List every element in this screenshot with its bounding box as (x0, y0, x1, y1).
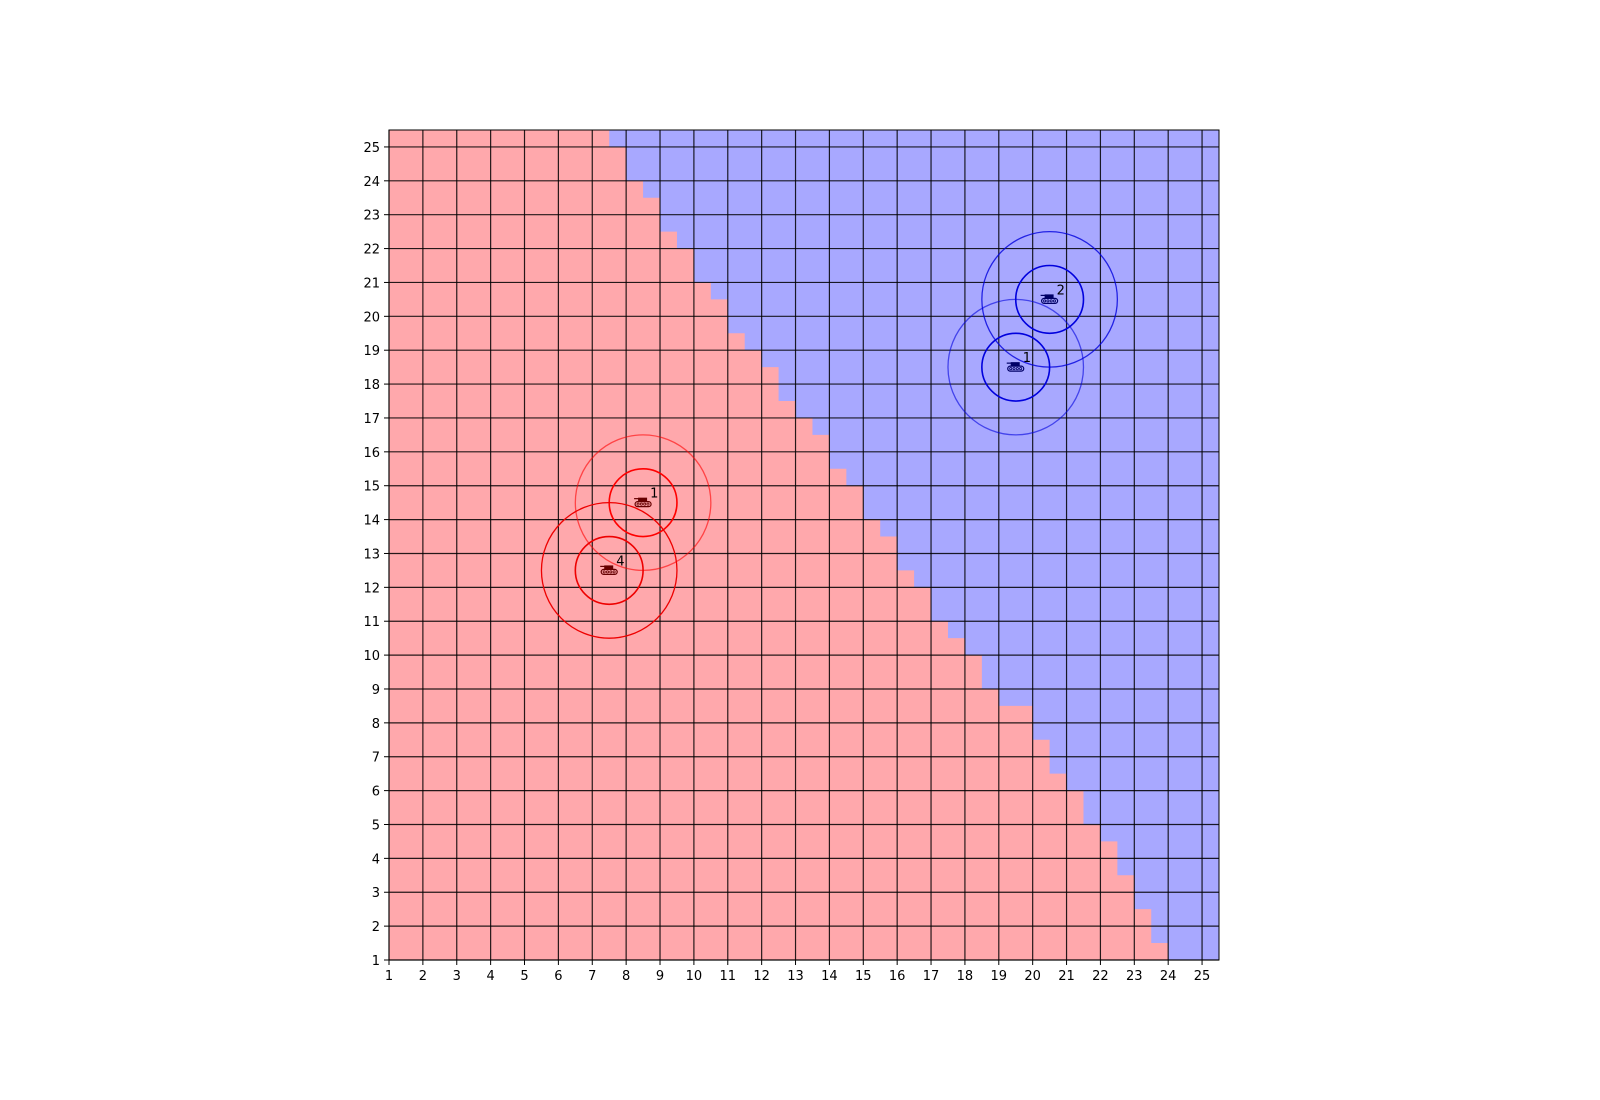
x-tick-label: 8 (622, 969, 630, 984)
x-tick-label: 20 (1024, 969, 1041, 984)
unit-label: 1 (650, 487, 658, 502)
tank-icon (1040, 294, 1059, 304)
x-tick-label: 7 (588, 969, 596, 984)
grid-lines (388, 129, 1220, 961)
tank-wheel (1043, 299, 1047, 303)
tank-wheel (646, 502, 650, 506)
y-tick-label: 14 (363, 514, 380, 529)
y-tick-label: 11 (363, 615, 380, 630)
tank-wheel (636, 502, 640, 506)
range-circle-inner (574, 535, 644, 606)
x-tick-label: 16 (889, 969, 906, 984)
red-unit-4[interactable]: 4 (540, 502, 678, 639)
y-tick-label: 7 (372, 751, 380, 766)
x-tick-label: 23 (1126, 969, 1143, 984)
tank-wheel (612, 570, 616, 574)
y-tick-label: 5 (372, 818, 380, 833)
x-tick-label: 24 (1160, 969, 1177, 984)
y-tick-label: 12 (363, 581, 380, 596)
y-tick-label: 3 (372, 886, 380, 901)
blue-unit-2[interactable]: 2 (981, 230, 1119, 368)
tank-wheel (643, 502, 647, 506)
plot-frame (388, 129, 1220, 961)
tank-wheel (1053, 299, 1057, 303)
y-tick-label: 10 (363, 649, 380, 664)
tank-wheel (602, 570, 606, 574)
tank-turret (638, 497, 648, 502)
y-tick-label: 13 (363, 547, 380, 562)
tank-turret (604, 565, 614, 570)
y-tick-label: 15 (363, 480, 380, 495)
y-tick-label: 21 (363, 276, 380, 291)
unit-label: 1 (1023, 351, 1031, 366)
territory-layer (389, 130, 1219, 960)
unit-label: 4 (616, 554, 624, 569)
y-tick-label: 16 (363, 446, 380, 461)
tank-turret (1044, 294, 1054, 299)
x-tick-label: 6 (554, 969, 562, 984)
units-layer: 1 4 1 2 (540, 230, 1119, 639)
tank-wheel (639, 502, 643, 506)
x-tick-label: 1 (385, 969, 393, 984)
range-circle-outer (540, 502, 678, 639)
tank-wheel (1015, 367, 1019, 371)
tank-wheel (1012, 367, 1016, 371)
x-tick-label: 2 (419, 969, 427, 984)
x-tick-label: 18 (957, 969, 974, 984)
y-tick-label: 6 (372, 785, 380, 800)
x-tick-label: 9 (656, 969, 664, 984)
tank-wheel (1049, 299, 1053, 303)
x-tick-label: 5 (520, 969, 528, 984)
y-tick-label: 9 (372, 683, 380, 698)
tank-wheel (1019, 367, 1023, 371)
tank-icon (600, 565, 618, 576)
axes: 1 2 3 4 5 6 7 8 9 10 11 12 13 14 15 16 17 18 19 20 21 22 23 24 2… (363, 141, 1210, 984)
y-tick-label: 4 (372, 852, 380, 867)
tank-icon (1006, 362, 1025, 372)
y-tick-label: 1 (372, 954, 380, 969)
tank-wheel (606, 570, 610, 574)
x-tick-label: 11 (720, 969, 737, 984)
x-tick-label: 22 (1092, 969, 1109, 984)
y-tick-label: 25 (363, 141, 380, 156)
y-tick-label: 23 (363, 209, 380, 224)
tank-icon (634, 497, 652, 508)
x-tick-label: 25 (1194, 969, 1211, 984)
x-tick-label: 4 (486, 969, 494, 984)
x-tick-label: 19 (991, 969, 1008, 984)
y-tick-label: 22 (363, 243, 380, 258)
tank-turret (1010, 362, 1020, 367)
y-tick-label: 8 (372, 717, 380, 732)
range-circle-inner (1014, 264, 1085, 335)
x-tick-label: 13 (787, 969, 804, 984)
y-tick-label: 24 (363, 175, 380, 190)
x-tick-label: 3 (453, 969, 461, 984)
y-tick-label: 20 (363, 310, 380, 325)
y-tick-label: 19 (363, 344, 380, 359)
y-tick-label: 17 (363, 412, 380, 427)
x-tick-label: 15 (855, 969, 872, 984)
x-tick-label: 14 (821, 969, 838, 984)
x-tick-label: 17 (923, 969, 940, 984)
x-tick-label: 12 (753, 969, 770, 984)
tank-wheel (1009, 367, 1013, 371)
x-tick-label: 21 (1058, 969, 1075, 984)
y-tick-label: 18 (363, 378, 380, 393)
red-territory (389, 130, 1169, 960)
y-tick-label: 2 (372, 920, 380, 935)
tank-wheel (609, 570, 613, 574)
unit-label: 2 (1057, 283, 1065, 298)
x-tick-label: 10 (686, 969, 703, 984)
range-circle-outer (981, 230, 1119, 368)
tank-wheel (1046, 299, 1050, 303)
